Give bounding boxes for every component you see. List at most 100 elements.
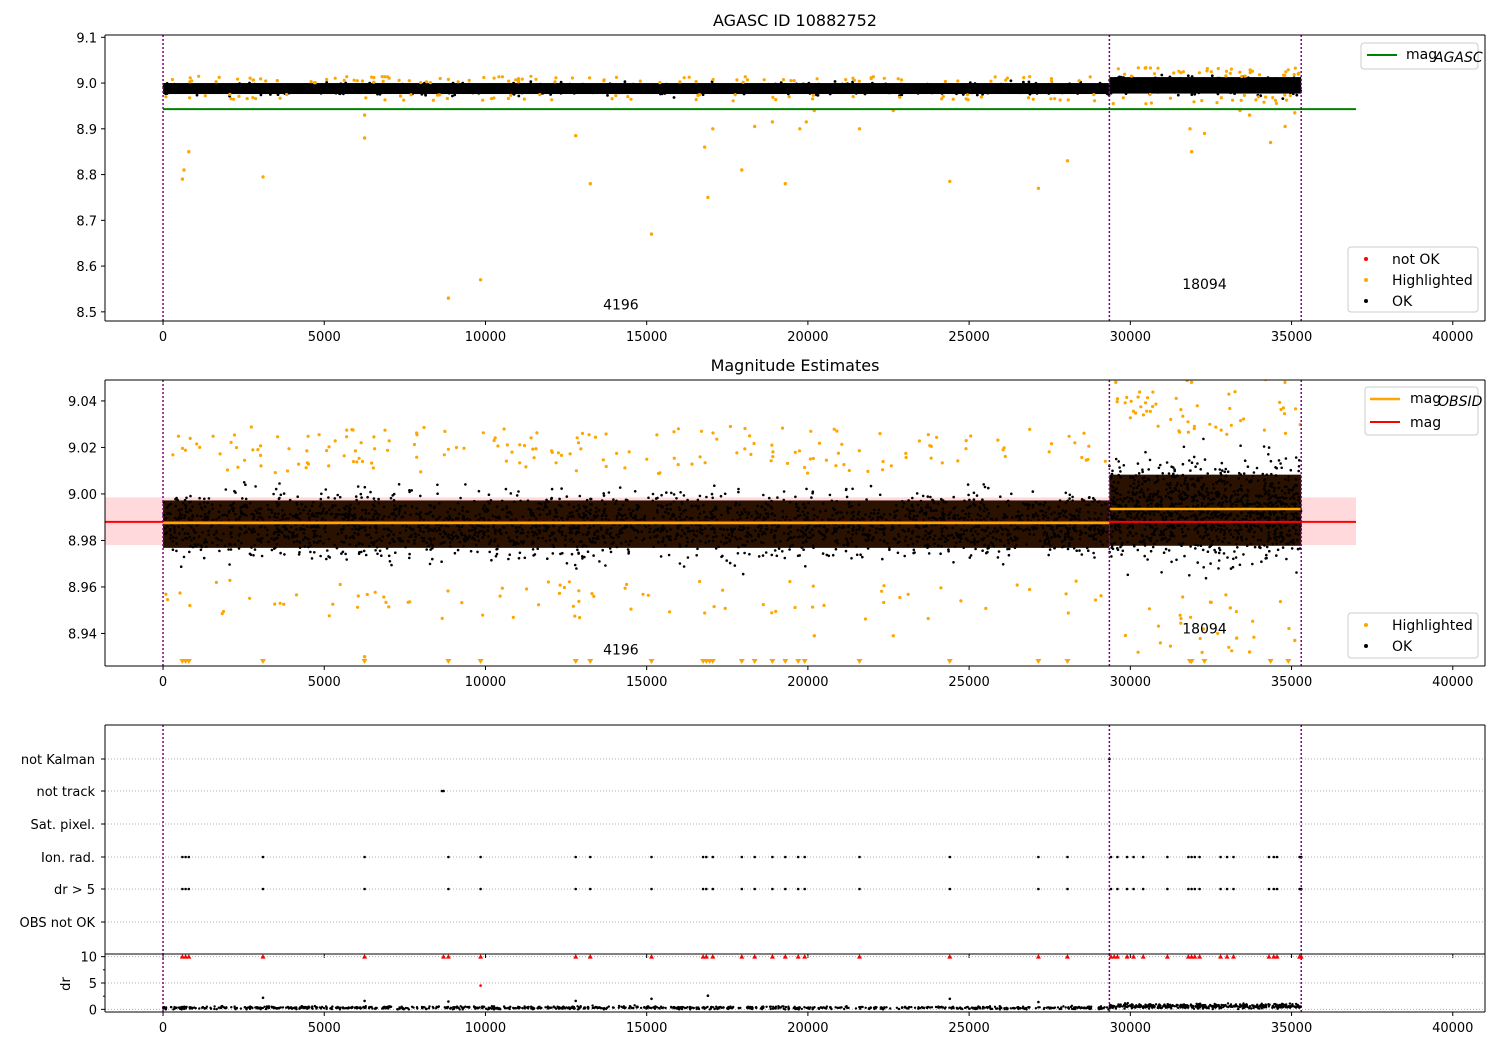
panel2-ok-point	[286, 535, 290, 538]
panel2-ok-point	[618, 529, 622, 532]
panel2-ok-point	[974, 525, 978, 528]
panel1-highlighted-outlier	[362, 136, 367, 140]
panel2-ok-point	[976, 513, 980, 516]
panel1-ok-point	[967, 86, 971, 89]
panel2-ok-point	[585, 533, 588, 536]
panel2-ok-point	[478, 513, 482, 516]
panel2-ok-point	[342, 525, 345, 528]
panel2-ok-point	[820, 518, 824, 522]
panel1-highlighted-outlier	[798, 127, 802, 131]
panel2-ok-point	[447, 533, 450, 536]
panel2-ok-point	[1141, 468, 1144, 472]
panel1-ok-point	[1058, 83, 1062, 87]
panel2-ok-point	[656, 527, 660, 531]
panel2-ok-point	[415, 507, 418, 510]
panel2-ok-point	[1067, 535, 1071, 539]
panel2-ok-point	[388, 560, 392, 563]
panel2-highlighted-point	[715, 437, 719, 441]
panel2-ok-point	[888, 546, 891, 549]
panel1-ok-point	[542, 87, 546, 91]
panel1-highlighted-outlier	[574, 134, 578, 138]
panel1-highlighted-point	[383, 75, 387, 79]
panel2-ok-point	[204, 538, 207, 542]
panel2-ok-point	[1118, 466, 1121, 469]
panel2-ok-point	[757, 535, 760, 538]
panel2-highlighted-point	[178, 591, 182, 595]
panel2-ok-point	[831, 514, 834, 517]
panel1-ok-point	[342, 92, 345, 96]
panel2-ok-point	[675, 497, 678, 500]
panel1-ok-point	[425, 90, 429, 93]
panel2-ok-point	[489, 538, 493, 542]
panel1-ok-point	[1026, 90, 1030, 93]
panel2-ok-point	[471, 525, 475, 528]
panel2-highlighted-point	[356, 605, 360, 609]
panel2-ok-point	[374, 526, 378, 530]
panel2-ok-point	[1148, 523, 1152, 527]
panel2-highlighted-point	[1080, 455, 1084, 460]
panel1-highlighted-point	[951, 97, 955, 101]
panel2-ok-point	[1053, 533, 1057, 536]
panel2-ok-point	[176, 498, 179, 502]
panel2-ok-point	[697, 516, 700, 519]
panel2-ok-point	[189, 494, 192, 498]
panel2-ok-point	[1235, 537, 1239, 541]
panel2-ok-point	[535, 526, 538, 529]
panel1-highlighted-point	[965, 93, 970, 97]
panel2-ok-point	[1047, 539, 1051, 542]
panel2-ok-point	[665, 507, 669, 511]
panel2-ok-point	[552, 531, 555, 535]
panel2-ok-point	[684, 508, 687, 512]
panel2-ok-point	[577, 512, 580, 516]
panel2-ok-point	[760, 505, 763, 509]
panel1-ok-point	[1083, 88, 1087, 92]
panel2-highlighted-point	[353, 449, 357, 453]
panel2-ok-point	[340, 513, 343, 516]
panel1-ok-point	[850, 89, 854, 93]
panel1-ok-point	[720, 88, 723, 91]
panel1-ok-point	[969, 88, 973, 92]
panel2-ok-point	[1219, 478, 1222, 481]
panel2-ok-point	[167, 503, 171, 507]
panel2-ok-point	[454, 534, 458, 537]
panel2-ok-point	[686, 530, 690, 533]
panel1-ok-point	[1286, 88, 1290, 92]
panel2-ok-point	[982, 509, 986, 513]
panel2-ok-point	[1183, 554, 1186, 558]
panel2-ok-point	[1131, 476, 1135, 479]
panel2-ok-point	[231, 507, 234, 510]
panel2-ok-point	[957, 517, 961, 521]
panel1-ok-point	[967, 89, 971, 93]
panel2-ok-point	[401, 515, 405, 518]
panel1-highlighted-point	[1231, 98, 1235, 102]
panel2-ok-point	[394, 551, 397, 554]
panel1-ok-point	[224, 88, 228, 92]
panel2-highlighted-point	[832, 427, 836, 431]
panel2-highlighted-point	[1082, 431, 1086, 435]
panel2-ok-point	[1134, 532, 1138, 535]
panel2-ok-point	[581, 557, 584, 560]
panel2-ok-point	[1206, 550, 1210, 553]
panel1-ok-point	[963, 83, 967, 86]
panel1-ok-point	[294, 85, 298, 89]
panel1-highlighted-point	[1271, 96, 1275, 100]
panel2-ok-point	[1125, 512, 1129, 516]
panel2-ok-point	[812, 518, 816, 521]
panel2-ok-point	[468, 518, 472, 522]
panel2-ok-point	[181, 538, 184, 542]
panel1-ok-point	[1247, 79, 1250, 83]
panel1-ok-point	[1217, 88, 1221, 91]
panel1-ok-point	[1068, 86, 1072, 90]
panel2-ok-point	[818, 530, 821, 534]
panel2-ok-point	[825, 529, 828, 532]
panel2-ok-point	[303, 536, 307, 539]
panel2-ok-point	[373, 513, 376, 516]
panel1-ok-point	[887, 91, 891, 95]
panel1-ok-point	[1285, 80, 1289, 84]
panel2-ok-point	[289, 512, 292, 516]
panel2-ok-point	[986, 508, 989, 511]
panel2-highlighted-point	[580, 431, 585, 435]
panel1-ok-point	[1217, 77, 1220, 81]
panel2-ok-point	[640, 518, 643, 521]
panel1-ok-point	[1274, 77, 1277, 80]
